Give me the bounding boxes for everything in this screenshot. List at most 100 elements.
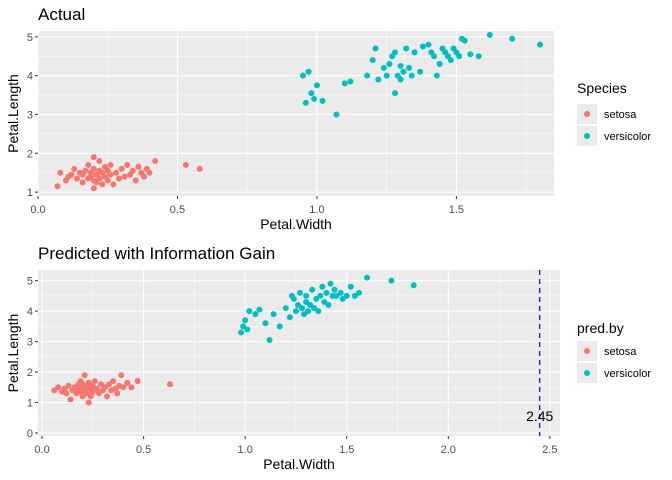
legend-marker-setosa [584,348,590,354]
legend-title: pred.by [577,320,624,336]
chart-1: 0.0 0.5 1.0 1.5 1 2 3 4 5 Actual Petal.Width Petal.… [5,5,651,232]
data-point-versicolor [319,97,326,104]
y-axis-title: Petal.Length [5,74,21,153]
data-point-versicolor [475,53,482,60]
data-point-versicolor [238,329,245,336]
series-versicolor [299,31,544,118]
legend-title: Species [577,80,627,96]
data-point-versicolor [383,72,390,79]
legend-label-versicolor: versicolor [604,131,651,143]
legend-marker-versicolor [584,370,590,376]
data-point-setosa [57,169,64,176]
data-point-setosa [120,384,127,391]
data-point-versicolor [331,286,338,293]
series-setosa [54,154,203,192]
data-point-setosa [99,181,106,188]
data-point-versicolor [347,283,354,290]
y-tick-label: 1 [27,397,33,409]
data-point-versicolor [486,31,493,38]
series-versicolor [238,274,417,344]
y-tick-label: 2 [27,148,33,160]
data-point-versicolor [337,289,344,296]
data-point-versicolor [467,51,474,58]
data-point-versicolor [282,305,289,312]
data-point-versicolor [244,326,251,333]
data-point-setosa [146,169,153,176]
data-point-versicolor [408,72,415,79]
data-point-versicolor [347,78,354,85]
data-point-setosa [68,171,75,178]
data-point-versicolor [405,64,412,71]
data-point-setosa [167,381,174,388]
data-point-setosa [115,175,122,182]
chart-title: Predicted with Information Gain [38,244,275,263]
data-point-versicolor [417,68,424,75]
data-point-versicolor [425,41,432,48]
data-point-setosa [85,399,92,406]
data-point-versicolor [433,72,440,79]
data-point-setosa [55,384,62,391]
data-point-versicolor [327,280,334,287]
legend: Species setosa versicolor [577,80,651,146]
data-point-versicolor [397,76,404,83]
data-point-setosa [82,167,89,174]
data-point-setosa [81,372,88,379]
data-point-versicolor [509,35,516,42]
data-point-versicolor [252,311,259,318]
data-point-setosa [118,372,125,379]
data-point-setosa [104,177,111,184]
x-axis-title: Petal.Width [260,216,332,232]
data-point-versicolor [341,80,348,87]
data-point-setosa [96,158,103,165]
series-setosa [51,372,174,406]
data-point-versicolor [311,95,318,102]
data-point-setosa [152,158,159,165]
data-point-versicolor [461,37,468,44]
y-tick-label: 1 [27,187,33,199]
data-point-setosa [107,161,114,168]
data-point-setosa [113,169,120,176]
data-point-setosa [114,390,121,397]
data-point-versicolor [375,76,382,83]
data-point-versicolor [309,286,316,293]
data-point-setosa [110,181,117,188]
data-point-setosa [87,393,94,400]
data-point-setosa [104,393,111,400]
legend-label-setosa: setosa [604,346,637,358]
data-point-versicolor [392,49,399,56]
data-point-setosa [90,154,97,161]
data-point-versicolor [302,99,309,106]
data-point-versicolor [386,61,393,67]
x-tick-label: 0.0 [30,204,45,216]
data-point-versicolor [323,289,330,296]
y-tick-label: 5 [27,276,33,288]
data-point-versicolor [276,323,283,330]
chart-title: Actual [38,5,85,24]
data-point-versicolor [246,308,253,315]
y-tick-label: 3 [27,109,33,121]
data-point-versicolor [303,292,310,299]
data-point-versicolor [305,68,312,75]
y-tick-label: 4 [27,71,33,83]
data-point-setosa [134,378,141,385]
data-point-setosa [90,185,97,192]
data-point-versicolor [380,64,387,71]
x-tick-label: 2.0 [441,444,456,456]
x-tick-label: 1.5 [449,204,464,216]
data-point-setosa [140,173,147,180]
data-point-setosa [74,175,81,182]
x-tick-label: 2.5 [542,444,557,456]
x-tick-label: 1.5 [339,444,354,456]
data-point-setosa [135,163,142,170]
data-point-versicolor [317,292,324,299]
data-point-versicolor [436,61,443,67]
data-point-versicolor [315,308,322,315]
data-point-versicolor [397,62,404,69]
x-tick-label: 1.0 [309,204,324,216]
y-tick-label: 5 [27,32,33,44]
x-axis-title: Petal.Width [263,456,335,472]
data-point-versicolor [372,45,379,52]
data-point-setosa [90,165,97,172]
data-point-versicolor [266,337,273,344]
y-tick-label: 3 [27,337,33,349]
